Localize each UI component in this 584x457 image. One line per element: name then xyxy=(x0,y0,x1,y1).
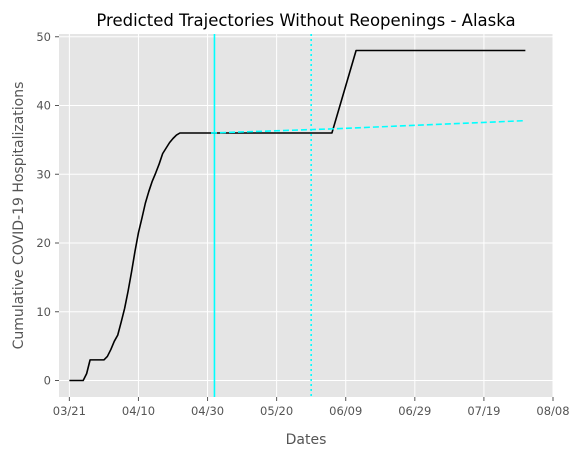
y-axis-label: Cumulative COVID-19 Hospitalizations xyxy=(11,82,27,350)
reference-lines xyxy=(213,34,312,397)
x-tick-label: 06/29 xyxy=(398,404,431,418)
series-line-solid xyxy=(69,49,526,382)
series-line-dashed xyxy=(210,119,526,134)
x-tick-label: 03/21 xyxy=(53,404,86,418)
x-tick-label: 04/30 xyxy=(191,404,224,418)
x-tick-label: 06/09 xyxy=(329,404,362,418)
x-tick-label: 08/08 xyxy=(536,404,569,418)
x-tick-label: 05/20 xyxy=(260,404,293,418)
y-tick-label: 30 xyxy=(36,167,51,181)
plot-background xyxy=(59,34,553,397)
x-tick-label: 07/19 xyxy=(467,404,500,418)
y-axis-ticks: 0 10 20 30 40 50 xyxy=(36,30,59,388)
y-tick-label: 10 xyxy=(36,305,51,319)
x-tick-label: 04/10 xyxy=(122,404,155,418)
y-tick-label: 40 xyxy=(36,99,51,113)
y-tick-label: 0 xyxy=(44,374,51,388)
grid xyxy=(59,34,554,397)
x-axis-ticks: 03/21 04/10 04/30 05/20 06/09 06/29 07/19 08/08 xyxy=(53,397,570,418)
chart-title: Predicted Trajectories Without Reopening… xyxy=(96,11,515,30)
y-tick-label: 20 xyxy=(36,236,51,250)
y-tick-label: 50 xyxy=(36,30,51,44)
x-axis-label: Dates xyxy=(286,432,327,448)
series-lines xyxy=(69,49,526,382)
